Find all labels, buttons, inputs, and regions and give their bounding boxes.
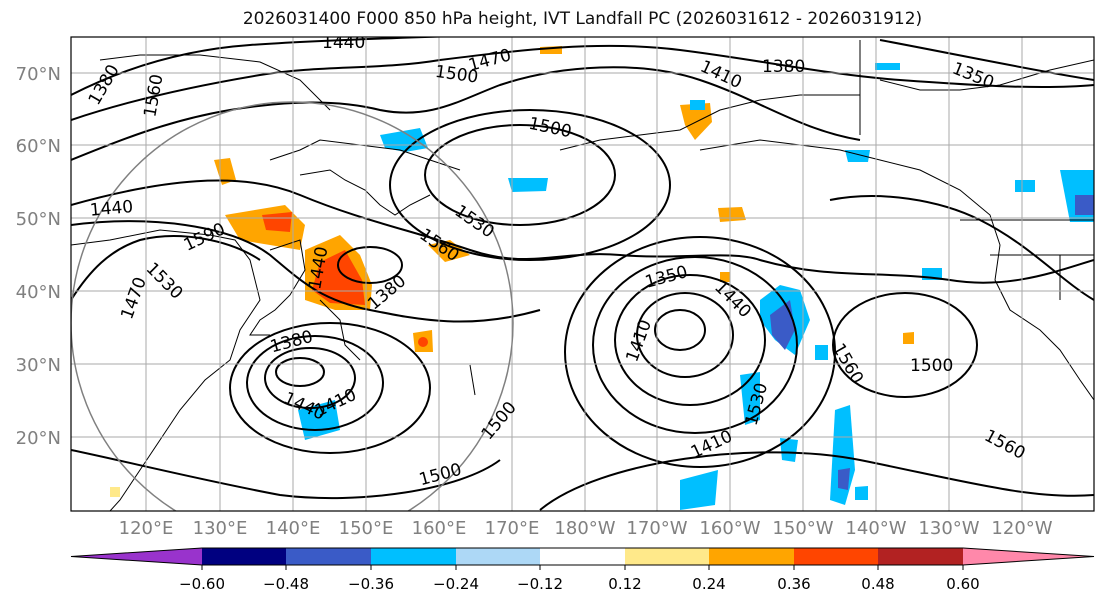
colorbar-swatch <box>71 548 202 565</box>
colorbar-swatch <box>540 548 625 565</box>
colorbar-swatch <box>371 548 456 565</box>
lat-label: 40°N <box>16 282 61 303</box>
colorbar-ticks <box>201 565 964 570</box>
map-title: 2026031400 F000 850 hPa height, IVT Land… <box>242 9 923 29</box>
lon-label: 150°W <box>772 518 833 539</box>
colorbar-swatch <box>202 548 286 565</box>
contour-label: 1380 <box>268 327 315 358</box>
colorbar-swatch <box>963 548 1094 565</box>
coastlines <box>71 40 1094 511</box>
lon-label: 160°W <box>699 518 760 539</box>
colorbar-swatch <box>878 548 963 565</box>
colorbar: −0.60 −0.48 −0.36 −0.24 −0.12 0.12 0.24 … <box>70 547 1095 593</box>
contour-label: 1530 <box>451 201 498 242</box>
contour-label: 1380 <box>364 271 410 314</box>
colorbar-tick-label: 0.12 <box>608 575 641 593</box>
colorbar-tick-label: 0.60 <box>946 575 979 593</box>
colorbar-swatch <box>286 548 371 565</box>
colorbar-swatch <box>456 548 540 565</box>
lon-label: 180°W <box>554 518 615 539</box>
lon-label: 120°W <box>991 518 1052 539</box>
lon-label: 170°E <box>485 518 540 539</box>
colorbar-swatch <box>709 548 794 565</box>
lat-label: 30°N <box>16 355 61 376</box>
colorbar-swatch <box>625 548 709 565</box>
contour-label: 1440 <box>89 197 134 221</box>
colorbar-tick-label: −0.60 <box>179 575 225 593</box>
colorbar-tick-label: 0.48 <box>861 575 894 593</box>
lat-label: 60°N <box>16 136 61 157</box>
contour-label: 1560 <box>140 73 167 119</box>
lon-label: 120°E <box>119 518 174 539</box>
contour-label: 1500 <box>527 114 573 143</box>
contour-label: 1380 <box>762 57 805 77</box>
lat-lon-grid <box>71 37 1094 511</box>
lat-label: 70°N <box>16 64 61 85</box>
contour-label: 1500 <box>910 356 953 376</box>
contour-label: 1560 <box>981 426 1029 464</box>
lon-label: 130°W <box>918 518 979 539</box>
colorbar-tick-label: −0.12 <box>517 575 563 593</box>
lon-label: 140°W <box>845 518 906 539</box>
longitude-labels: 120°E 130°E 140°E 150°E 160°E 170°E 180°… <box>119 518 1053 539</box>
lat-label: 20°N <box>16 428 61 449</box>
lon-label: 170°W <box>626 518 687 539</box>
colorbar-swatch <box>794 548 878 565</box>
contour-label: 1410 <box>622 317 656 364</box>
lon-label: 160°E <box>412 518 467 539</box>
map-panel: 1440 1470 1500 1380 1410 1380 1350 1560 … <box>71 33 1094 511</box>
lon-label: 130°E <box>193 518 248 539</box>
range-circle <box>71 101 514 511</box>
height-contours <box>71 37 1094 511</box>
colorbar-tick-labels: −0.60 −0.48 −0.36 −0.24 −0.12 0.12 0.24 … <box>179 575 980 593</box>
contour-label: 1440 <box>322 33 365 53</box>
colorbar-tick-label: 0.24 <box>692 575 725 593</box>
lat-label: 50°N <box>16 209 61 230</box>
map-frame <box>70 36 1095 512</box>
latitude-labels: 70°N 60°N 50°N 40°N 30°N 20°N <box>16 64 61 449</box>
contour-labels: 1440 1470 1500 1380 1410 1380 1350 1560 … <box>85 33 1029 490</box>
lon-label: 150°E <box>339 518 394 539</box>
colorbar-tick-label: −0.48 <box>263 575 309 593</box>
colorbar-swatches <box>70 547 1095 566</box>
colorbar-tick-label: −0.24 <box>433 575 479 593</box>
colorbar-tick-label: 0.36 <box>777 575 810 593</box>
colorbar-tick-label: −0.36 <box>348 575 394 593</box>
lon-label: 140°E <box>266 518 321 539</box>
